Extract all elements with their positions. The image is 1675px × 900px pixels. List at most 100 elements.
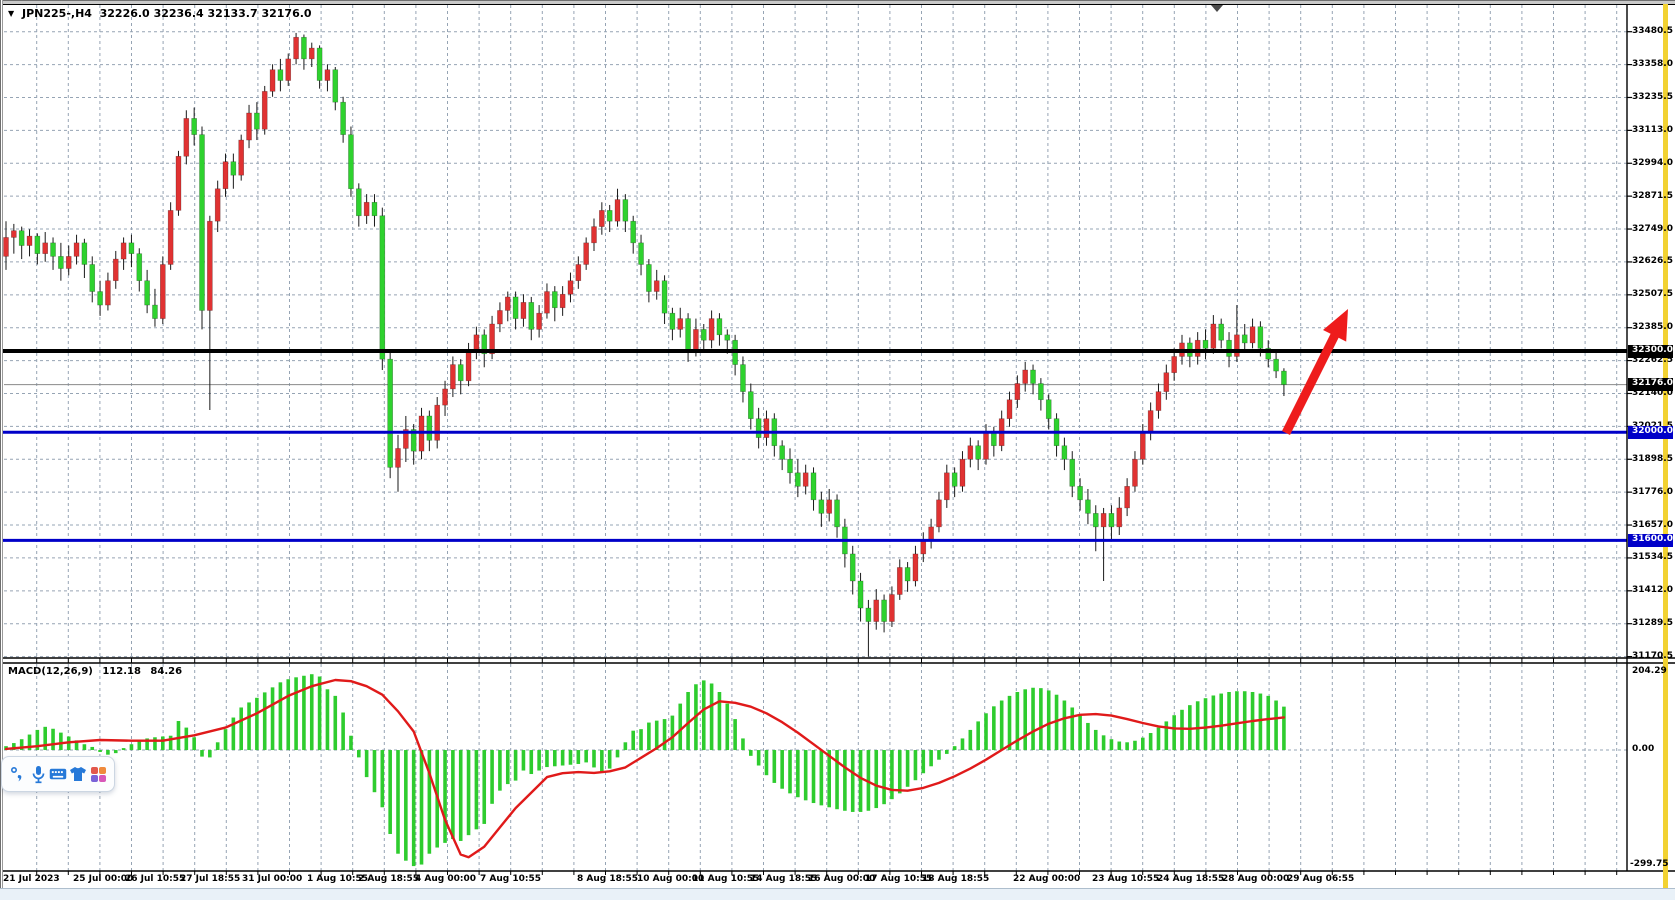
macd-bar <box>819 750 824 806</box>
candle-body <box>622 199 629 222</box>
candle-body <box>1163 372 1170 392</box>
macd-bar <box>952 746 957 751</box>
apps-grid-square <box>90 766 98 774</box>
macd-bar <box>200 750 204 757</box>
macd-bar <box>513 750 518 781</box>
macd-bar <box>1031 687 1035 751</box>
apps-grid-icon[interactable] <box>89 764 107 784</box>
candle-body <box>1218 323 1224 341</box>
macd-bar <box>897 750 902 794</box>
macd-bar <box>592 750 596 768</box>
candle-body <box>214 188 221 222</box>
macd-bar <box>286 679 291 751</box>
candles <box>3 32 1287 657</box>
candle-body <box>465 350 472 382</box>
macd-bar <box>35 729 40 751</box>
candle-body <box>1006 399 1013 419</box>
candle-body <box>175 155 182 211</box>
candle-body <box>34 235 41 254</box>
macd-bar <box>945 750 949 754</box>
candle-body <box>293 36 299 60</box>
apps-grid-square <box>90 774 98 782</box>
candle-body <box>693 329 699 352</box>
candle-body <box>348 134 354 190</box>
macd-bar <box>270 687 275 751</box>
candle-body <box>646 264 652 292</box>
quote-open: 32226.0 <box>99 7 150 20</box>
time-axis-label: 21 Jul 2023 <box>3 874 60 884</box>
macd-bar <box>1109 739 1114 751</box>
window-top-border <box>0 0 1675 4</box>
macd-bar <box>929 750 933 767</box>
macd-bar <box>843 750 847 811</box>
candle-body <box>936 499 942 528</box>
macd-bar <box>364 750 369 778</box>
quote-low: 32133.7 <box>207 7 258 20</box>
macd-bar <box>709 683 714 751</box>
macd-bar <box>1039 688 1043 751</box>
time-axis-label: 28 Aug 00:00 <box>1222 874 1290 884</box>
price-axis-label: 31776.0 <box>1632 486 1673 497</box>
macd-bar <box>372 750 377 793</box>
candle-body <box>1234 334 1240 357</box>
macd-bar <box>302 675 306 751</box>
candle-body <box>763 418 770 438</box>
macd-bar <box>357 750 361 758</box>
macd-bar <box>545 750 549 768</box>
pen-comma-icon[interactable] <box>9 764 27 784</box>
candle-body <box>1061 445 1068 460</box>
candle-body <box>1249 326 1256 344</box>
macd-bar <box>333 695 338 751</box>
macd-bar <box>1172 715 1176 751</box>
candle-body <box>1085 499 1091 514</box>
macd-indicator-label: MACD(12,26,9) 112.18 84.26 <box>8 666 188 677</box>
candle-body <box>1030 369 1036 384</box>
price-axis-label: 31170.5 <box>1632 651 1673 662</box>
candle-body <box>1140 431 1146 460</box>
macd-bar <box>1133 740 1137 751</box>
candle-body <box>1265 348 1272 360</box>
candle-body <box>912 553 919 582</box>
macd-bar <box>874 750 879 809</box>
macd-bar <box>866 750 871 811</box>
macd-bar <box>999 700 1004 751</box>
macd-bar <box>419 750 424 865</box>
candle-body <box>1202 339 1209 349</box>
candle-body <box>26 235 33 246</box>
candle-body <box>889 594 895 622</box>
candle-body <box>575 264 582 282</box>
candle-body <box>489 323 495 355</box>
macd-bar <box>1101 735 1106 751</box>
candle-body <box>269 69 276 92</box>
macd-bar <box>686 692 690 751</box>
macd-bar <box>1227 692 1231 751</box>
symbol-dropdown-icon[interactable]: ▼ <box>8 9 15 18</box>
macd-bar <box>717 692 722 751</box>
macd-bar <box>215 742 220 751</box>
macd-bar <box>811 750 816 804</box>
candle-body <box>520 302 527 319</box>
price-badge-31600.0: 31600.0 <box>1628 533 1673 547</box>
macd-axis-max: 204.29 <box>1632 666 1667 676</box>
macd-bar <box>560 750 565 766</box>
candle-body <box>355 188 362 217</box>
candle-body <box>1116 507 1123 528</box>
macd-bar <box>537 750 541 771</box>
macd-bar <box>223 729 228 751</box>
candle-body <box>238 139 244 176</box>
macd-bar <box>678 703 683 751</box>
price-badge-32176.0: 32176.0 <box>1628 378 1673 392</box>
candle-body <box>849 553 856 582</box>
price-axis-label: 31534.5 <box>1632 552 1673 563</box>
keyboard-icon[interactable] <box>49 764 67 784</box>
time-axis-label: 27 Jul 18:55 <box>180 874 241 884</box>
macd-bar <box>639 729 643 751</box>
trend-arrow-up[interactable] <box>1282 309 1348 435</box>
tshirt-icon[interactable] <box>69 764 87 784</box>
microphone-icon[interactable] <box>29 764 47 784</box>
window-bottom-strip <box>0 888 1675 900</box>
candle-body <box>881 599 887 622</box>
macd-bar <box>161 736 165 751</box>
